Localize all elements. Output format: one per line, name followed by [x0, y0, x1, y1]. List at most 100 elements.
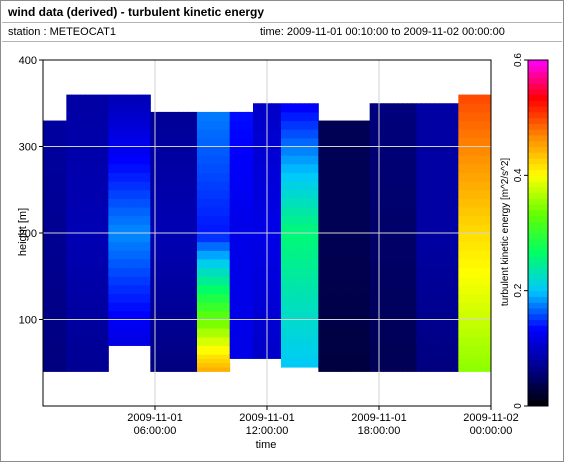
- heatmap-cell: [155, 189, 161, 199]
- heatmap-cell: [66, 267, 72, 277]
- heatmap-cell: [467, 146, 473, 156]
- heatmap-cell: [374, 111, 380, 122]
- heatmap-cell: [393, 111, 399, 122]
- heatmap-cell: [379, 224, 385, 234]
- heatmap-cell: [411, 267, 417, 277]
- colorbar-segment: [528, 279, 548, 286]
- heatmap-cell: [113, 207, 119, 217]
- heatmap-cell: [141, 172, 147, 182]
- heatmap-cell: [397, 284, 403, 295]
- heatmap-cell: [425, 172, 431, 182]
- heatmap-cell: [313, 310, 319, 320]
- heatmap-cell: [178, 284, 184, 295]
- heatmap-cell: [393, 241, 399, 251]
- colorbar-segment: [528, 382, 548, 390]
- heatmap-cell: [103, 367, 109, 372]
- heatmap-cell: [220, 198, 226, 208]
- heatmap-cell: [323, 367, 329, 372]
- heatmap-cell: [262, 120, 268, 130]
- heatmap-cell: [61, 181, 67, 191]
- heatmap-cell: [169, 276, 175, 286]
- heatmap-cell: [453, 302, 459, 312]
- heatmap-cell: [192, 215, 198, 225]
- heatmap-cell: [313, 354, 319, 359]
- heatmap-cell: [444, 345, 450, 355]
- heatmap-cell: [374, 310, 380, 320]
- heatmap-cell: [374, 293, 380, 303]
- colorbar-segment: [528, 313, 548, 320]
- heatmap-cell: [61, 163, 67, 173]
- heatmap-cell: [472, 207, 478, 217]
- heatmap-cell: [453, 267, 459, 277]
- heatmap-cell: [276, 137, 282, 147]
- heatmap-cell: [435, 155, 441, 165]
- heatmap-cell: [323, 358, 329, 364]
- heatmap-cell: [103, 336, 109, 346]
- heatmap-cell: [201, 328, 207, 338]
- heatmap-cell: [346, 224, 352, 234]
- heatmap-cell: [85, 155, 91, 165]
- heatmap-cell: [136, 120, 142, 130]
- heatmap-cell: [145, 172, 151, 182]
- heatmap-cell: [369, 250, 375, 260]
- heatmap-cell: [61, 215, 67, 225]
- heatmap-cell: [117, 103, 123, 113]
- heatmap-cell: [444, 207, 450, 217]
- heatmap-cell: [463, 233, 469, 243]
- heatmap-cell: [164, 336, 170, 346]
- heatmap-cell: [117, 137, 123, 147]
- heatmap-cell: [75, 215, 81, 225]
- heatmap-cell: [453, 319, 459, 329]
- heatmap-cell: [421, 336, 427, 346]
- heatmap-cell: [155, 129, 161, 139]
- heatmap-cell: [449, 354, 455, 359]
- heatmap-cell: [304, 328, 310, 338]
- heatmap-cell: [346, 233, 352, 243]
- heatmap-cell: [211, 137, 217, 147]
- colorbar-segment: [528, 140, 548, 147]
- heatmap-cell: [113, 120, 119, 130]
- heatmap-cell: [131, 328, 137, 338]
- heatmap-cell: [99, 367, 105, 372]
- heatmap-cell: [379, 302, 385, 312]
- heatmap-cell: [486, 233, 492, 243]
- heatmap-cell: [435, 163, 441, 173]
- heatmap-cell: [61, 146, 67, 156]
- heatmap-cell: [355, 137, 361, 147]
- heatmap-cell: [299, 172, 305, 182]
- heatmap-cell: [127, 155, 133, 165]
- heatmap-cell: [304, 258, 310, 269]
- heatmap-cell: [407, 224, 413, 234]
- heatmap-cell: [169, 319, 175, 329]
- heatmap-cell: [397, 103, 403, 113]
- colorbar-segment: [528, 175, 548, 182]
- heatmap-cell: [383, 276, 389, 286]
- heatmap-cell: [225, 111, 231, 122]
- heatmap-cell: [304, 284, 310, 295]
- heatmap-cell: [341, 354, 347, 359]
- heatmap-cell: [430, 189, 436, 199]
- heatmap-cell: [458, 94, 464, 104]
- heatmap-cell: [458, 284, 464, 295]
- heatmap-cell: [43, 310, 49, 320]
- heatmap-cell: [285, 111, 291, 122]
- heatmap-cell: [220, 120, 226, 130]
- heatmap-cell: [80, 276, 86, 286]
- heatmap-cell: [285, 163, 291, 173]
- heatmap-cell: [239, 345, 245, 355]
- heatmap-cell: [458, 276, 464, 286]
- heatmap-cell: [486, 189, 492, 199]
- heatmap-cell: [192, 367, 198, 372]
- heatmap-cell: [192, 293, 198, 303]
- heatmap-cell: [229, 250, 235, 260]
- heatmap-cell: [239, 207, 245, 217]
- heatmap-cell: [99, 310, 105, 320]
- heatmap-cell: [169, 358, 175, 364]
- heatmap-cell: [309, 250, 315, 260]
- heatmap-cell: [425, 189, 431, 199]
- heatmap-cell: [248, 310, 254, 320]
- heatmap-cell: [383, 358, 389, 364]
- heatmap-cell: [355, 198, 361, 208]
- heatmap-cell: [57, 276, 63, 286]
- heatmap-cell: [463, 172, 469, 182]
